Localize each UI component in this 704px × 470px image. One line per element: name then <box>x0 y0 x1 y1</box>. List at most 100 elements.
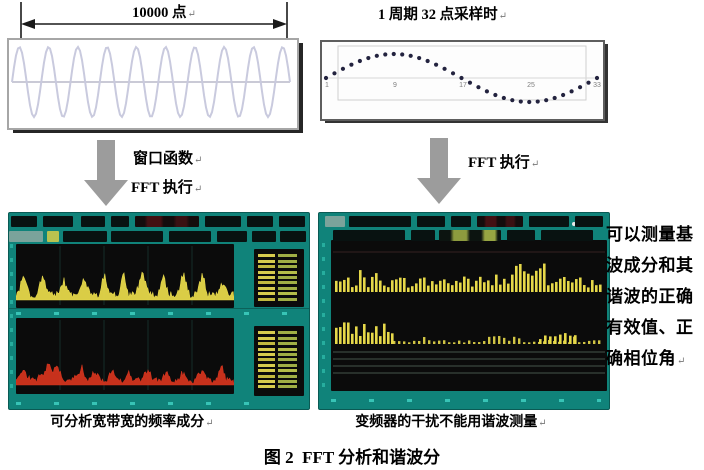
paragraph-mark: ↵ <box>193 184 203 195</box>
scope-header-block <box>333 230 405 241</box>
sampled-sine-dots <box>323 45 600 105</box>
readout-row <box>258 297 300 301</box>
fft-exec-label-left: FFT 执行↵ <box>131 176 202 197</box>
scope-header-block <box>280 231 306 242</box>
window-function-text: 窗口函数 <box>133 151 194 167</box>
arrow-head <box>417 178 461 204</box>
sampling-title-text: 1 周期 32 点采样时 <box>378 7 498 23</box>
x-tick-label: 17 <box>459 82 467 89</box>
readout-row <box>258 336 300 340</box>
dimension-label-text: 10000 点 <box>132 5 187 21</box>
readout-row <box>258 275 300 279</box>
scope-header-block <box>451 216 471 227</box>
x-tick-label: 1 <box>325 82 329 89</box>
scope-header-block <box>111 216 129 227</box>
side-note-line: 可以测量基 <box>606 225 694 244</box>
side-note-line: 谐波的正确 <box>606 287 694 306</box>
scope-header-block <box>349 216 411 227</box>
caption-left: 可分析宽带宽的频率成分↵ <box>42 411 222 431</box>
scope-header-block <box>325 216 345 227</box>
side-note-line: 确相位角↵ <box>606 349 686 368</box>
scope-header-block <box>169 231 211 242</box>
paragraph-mark: ↵ <box>205 418 214 429</box>
arrow-shaft <box>430 138 448 178</box>
indicator-dot <box>572 222 576 226</box>
readout-row <box>258 286 300 290</box>
readout-row <box>258 254 300 258</box>
axis-ticks <box>16 402 256 405</box>
scope-header-block <box>529 216 569 227</box>
side-note-line: 波成分和其 <box>606 256 694 275</box>
readout-row <box>258 342 300 346</box>
scope-header-block <box>205 216 241 227</box>
readout-row <box>258 379 300 383</box>
scope-header-block <box>9 231 43 242</box>
scope-header-block <box>279 216 305 227</box>
readout-row <box>258 369 300 373</box>
red-spectrum-trace <box>15 320 235 390</box>
readout-row <box>258 270 300 274</box>
sampling-title: 1 周期 32 点采样时↵ <box>378 3 507 24</box>
scope-header-block <box>439 230 501 241</box>
fft-exec-text-left: FFT 执行 <box>131 180 193 196</box>
paragraph-mark: ↵ <box>538 418 547 429</box>
flow-arrow-down-right <box>417 138 461 204</box>
readout-row <box>258 347 300 351</box>
side-note: 可以测量基 波成分和其 谐波的正确 有效值、正 确相位角↵ <box>606 219 704 377</box>
scope-screenshot-inverter <box>318 212 610 410</box>
scope-header-block <box>247 216 273 227</box>
readout-table-upper <box>254 249 304 307</box>
dimension-arrow-graphic <box>20 2 288 38</box>
scope-header-block <box>411 230 435 241</box>
x-tick-label: 25 <box>527 82 535 89</box>
window-function-label: 窗口函数↵ <box>133 147 202 168</box>
axis-ticks <box>16 312 304 315</box>
scope-header-block <box>217 231 247 242</box>
scope-header-block <box>11 216 37 227</box>
readout-row <box>258 292 300 296</box>
figure-caption: 图 2 FFT 分析和谐波分 <box>263 448 441 467</box>
window-wave-box <box>7 38 299 130</box>
paragraph-mark: ↵ <box>677 356 686 367</box>
scope-header-block <box>417 216 445 227</box>
scope-header-block <box>252 231 276 242</box>
scope-header-block <box>43 216 73 227</box>
readout-row <box>258 259 300 263</box>
yellow-spectrum-trace <box>15 246 235 305</box>
readout-row <box>258 265 300 269</box>
scope-header-block <box>63 231 107 242</box>
caption-right-text: 变频器的干扰不能用谐波测量 <box>355 415 538 430</box>
scope-header-block <box>81 216 105 227</box>
readout-row <box>258 363 300 367</box>
scope-header-block <box>507 230 535 241</box>
sample-plot-box: 1 9 17 25 33 <box>320 40 605 121</box>
scope-header-block <box>135 216 199 227</box>
scope-header-block <box>541 230 593 241</box>
readout-table-lower <box>254 326 304 396</box>
readout-row <box>258 352 300 356</box>
scope-header-block <box>111 231 163 242</box>
arrow-head <box>84 180 128 206</box>
spectrum-panel-upper <box>15 244 235 308</box>
panel-divider <box>9 308 309 309</box>
paragraph-mark: ↵ <box>530 159 540 170</box>
readout-row <box>258 358 300 362</box>
dimension-label: 10000 点↵ <box>94 1 234 22</box>
caption-left-text: 可分析宽带宽的频率成分 <box>50 415 205 430</box>
fft-exec-text-right: FFT 执行 <box>468 155 530 171</box>
readout-row <box>258 385 300 389</box>
paragraph-mark: ↵ <box>498 11 508 22</box>
axis-ticks-vertical <box>10 244 13 394</box>
spectrum-panel-lower <box>15 318 235 394</box>
flow-arrow-down-left <box>84 140 128 206</box>
paragraph-mark: ↵ <box>194 155 203 166</box>
axis-ticks-vertical <box>322 243 325 391</box>
harmonic-spectrum-panel <box>331 240 607 391</box>
fft-exec-label-right: FFT 执行↵ <box>468 151 539 172</box>
x-tick-label: 9 <box>393 82 397 89</box>
scope-header-block <box>477 216 523 227</box>
readout-row <box>258 331 300 335</box>
paragraph-mark: ↵ <box>187 9 196 20</box>
x-tick-label: 33 <box>593 82 601 89</box>
